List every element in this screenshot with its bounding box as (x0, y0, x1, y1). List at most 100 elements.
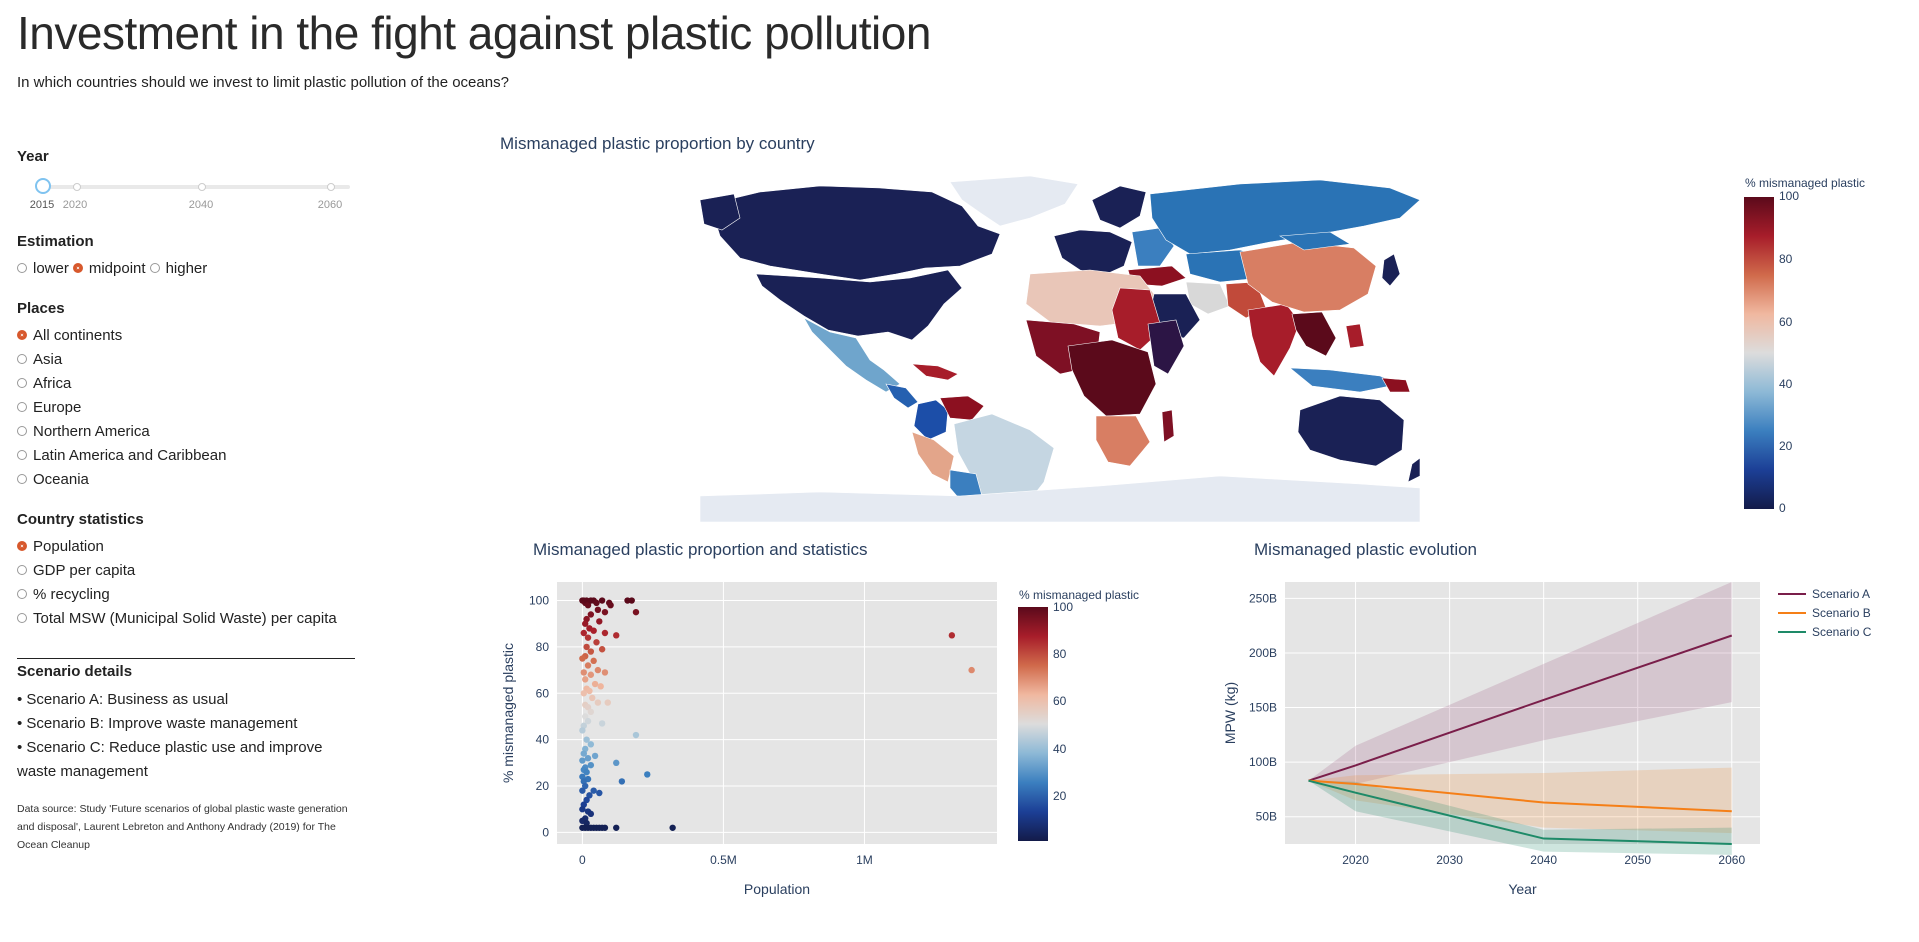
scatter-point[interactable] (579, 757, 586, 764)
scatter-point[interactable] (582, 676, 589, 683)
scatter-point[interactable] (582, 713, 589, 720)
stats-option-msw[interactable]: Total MSW (Municipal Solid Waste) per ca… (17, 606, 357, 630)
scatter-point[interactable] (590, 787, 597, 794)
world-choropleth-map[interactable] (700, 170, 1420, 522)
scatter-point[interactable] (582, 620, 589, 627)
scatter-point[interactable] (669, 824, 676, 831)
scatter-point[interactable] (587, 671, 595, 678)
radio-button[interactable] (17, 450, 27, 460)
country-scandinavia[interactable] (1091, 185, 1147, 229)
scatter-point[interactable] (968, 666, 975, 674)
scatter-point[interactable] (579, 655, 586, 662)
radio-button[interactable] (17, 378, 27, 388)
slider-mark[interactable]: 2040 (188, 199, 214, 211)
scatter-point[interactable] (587, 761, 595, 769)
scatter-point[interactable] (618, 778, 626, 785)
scatter-point[interactable] (579, 806, 586, 813)
scatter-point[interactable] (593, 599, 600, 607)
scatter-point[interactable] (601, 629, 609, 637)
estimation-option-higher[interactable]: higher (149, 256, 207, 280)
country-western-europe[interactable] (1053, 229, 1133, 277)
country-antarctica[interactable] (700, 475, 1420, 522)
slider-dot[interactable] (198, 183, 206, 191)
scatter-point[interactable] (601, 608, 609, 616)
country-papua-new-guinea[interactable] (1381, 377, 1411, 393)
radio-button[interactable] (17, 402, 27, 412)
scatter-point[interactable] (597, 683, 604, 690)
scatter-point[interactable] (593, 639, 600, 646)
scatter-point[interactable] (596, 789, 603, 797)
scatter-point[interactable] (584, 662, 592, 669)
plot-area[interactable] (557, 582, 997, 844)
scatter-point[interactable] (580, 629, 587, 637)
scatter-point[interactable] (598, 646, 606, 653)
country-colombia[interactable] (913, 399, 949, 441)
scatter-point[interactable] (587, 611, 595, 618)
places-option-northern-america[interactable]: Northern America (17, 419, 357, 443)
scatter-point[interactable] (583, 768, 590, 776)
legend-label[interactable]: Scenario B (1812, 606, 1871, 620)
radio-button[interactable] (17, 263, 27, 273)
scatter-point[interactable] (583, 796, 590, 804)
slider-rail[interactable] (42, 185, 350, 189)
country-new-zealand[interactable] (1407, 457, 1420, 483)
legend-label[interactable]: Scenario A (1812, 587, 1870, 601)
country-greenland[interactable] (949, 175, 1079, 227)
places-option-all[interactable]: All continents (17, 323, 357, 347)
scatter-point[interactable] (587, 648, 595, 655)
radio-button[interactable] (17, 426, 27, 436)
slider-mark[interactable]: 2015 (29, 199, 55, 211)
scatter-point[interactable] (587, 708, 595, 716)
places-option-latin-america[interactable]: Latin America and Caribbean (17, 443, 357, 467)
scatter-point[interactable] (591, 752, 599, 760)
country-central-africa[interactable] (1067, 339, 1157, 417)
legend-label[interactable]: Scenario C (1812, 625, 1872, 639)
country-southern-africa[interactable] (1095, 415, 1151, 467)
stats-option-gdp[interactable]: GDP per capita (17, 558, 357, 582)
year-slider[interactable]: 2015 2020 2040 2060 (17, 173, 357, 213)
scatter-point[interactable] (601, 824, 609, 831)
scatter-point[interactable] (583, 643, 590, 651)
radio-button[interactable] (17, 474, 27, 484)
scatter-point[interactable] (584, 634, 592, 641)
scatter-point[interactable] (582, 782, 589, 790)
estimation-option-lower[interactable]: lower (17, 256, 69, 280)
scatter-point[interactable] (598, 720, 606, 727)
radio-button-selected[interactable] (72, 263, 83, 273)
radio-button[interactable] (17, 354, 27, 364)
scatter-point[interactable] (584, 704, 592, 711)
stats-option-recycling[interactable]: % recycling (17, 582, 357, 606)
scatter-point[interactable] (580, 690, 587, 697)
scatter-point[interactable] (589, 694, 596, 702)
scatter-point[interactable] (586, 792, 593, 799)
country-eastern-europe[interactable] (1131, 227, 1175, 267)
slider-handle[interactable] (35, 178, 51, 194)
scatter-point[interactable] (596, 618, 603, 625)
scatter-point[interactable] (590, 657, 597, 665)
scatter-point[interactable] (607, 601, 614, 609)
country-venezuela[interactable] (939, 395, 985, 421)
country-madagascar[interactable] (1161, 409, 1175, 443)
slider-dot[interactable] (327, 183, 335, 191)
scatter-point[interactable] (579, 787, 586, 794)
scatter-point[interactable] (598, 597, 606, 604)
country-central-america[interactable] (885, 383, 919, 409)
radio-button[interactable] (17, 613, 27, 623)
country-alaska[interactable] (700, 193, 741, 231)
estimation-option-midpoint[interactable]: midpoint (72, 256, 146, 280)
scatter-point[interactable] (580, 750, 587, 757)
places-option-europe[interactable]: Europe (17, 395, 357, 419)
series-line[interactable] (1308, 779, 1732, 813)
radio-button-selected[interactable] (17, 541, 27, 551)
places-option-asia[interactable]: Asia (17, 347, 357, 371)
country-canada[interactable] (709, 185, 1001, 281)
scatter-point[interactable] (613, 632, 620, 639)
scatter-point[interactable] (604, 699, 611, 706)
scatter-point[interactable] (632, 731, 640, 739)
scatter-point[interactable] (632, 608, 640, 616)
scatter-point[interactable] (594, 699, 602, 706)
scatter-point[interactable] (601, 669, 609, 676)
slider-dot[interactable] (73, 183, 81, 191)
stats-option-population[interactable]: Population (17, 534, 357, 558)
country-southeast-asia[interactable] (1291, 311, 1337, 357)
